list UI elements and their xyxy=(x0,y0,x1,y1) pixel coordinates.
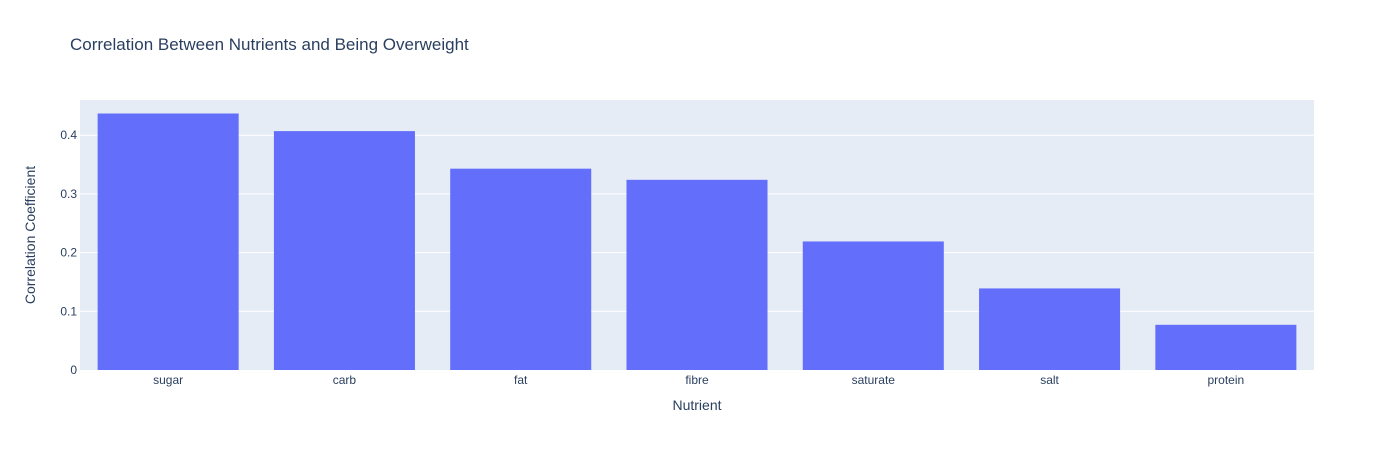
bar-fat[interactable] xyxy=(450,168,592,370)
y-axis-title: Correlation Coefficient xyxy=(22,166,38,304)
x-tick-label: fat xyxy=(514,373,528,387)
y-tick-label: 0.3 xyxy=(60,187,77,201)
x-tick-label: carb xyxy=(333,373,357,387)
chart-title: Correlation Between Nutrients and Being … xyxy=(70,35,469,54)
y-tick-labels: 0 0.1 0.2 0.3 0.4 xyxy=(60,128,77,377)
x-tick-label: protein xyxy=(1208,373,1245,387)
bar-fibre[interactable] xyxy=(626,179,768,370)
x-tick-label: fibre xyxy=(685,373,709,387)
bar-saturate[interactable] xyxy=(802,241,944,370)
x-tick-label: salt xyxy=(1040,373,1059,387)
x-tick-label: saturate xyxy=(852,373,896,387)
bar-sugar[interactable] xyxy=(97,113,239,371)
y-tick-label: 0.4 xyxy=(60,128,77,142)
y-tick-label: 0.1 xyxy=(60,304,77,318)
y-tick-label: 0.2 xyxy=(60,246,77,260)
bars xyxy=(97,113,1297,371)
bar-protein[interactable] xyxy=(1155,324,1297,370)
bar-salt[interactable] xyxy=(979,288,1121,370)
bar-carb[interactable] xyxy=(273,131,415,370)
x-tick-labels: sugar carb fat fibre saturate salt protein xyxy=(153,373,1244,387)
x-axis-title: Nutrient xyxy=(672,397,721,413)
x-tick-label: sugar xyxy=(153,373,183,387)
y-tick-label: 0 xyxy=(70,363,77,377)
